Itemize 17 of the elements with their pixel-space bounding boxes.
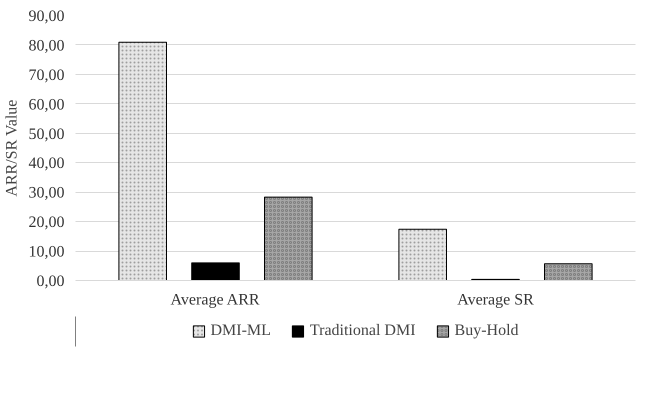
y-tick-label: 50,00: [28, 126, 64, 143]
legend-label: Traditional DMI: [310, 322, 416, 340]
y-tick-label: 20,00: [28, 214, 64, 232]
y-tick-label: 40,00: [28, 155, 64, 172]
x-tick-label: Average ARR: [170, 292, 260, 308]
y-tick-label: 0,00: [36, 273, 64, 290]
y-tick-label: 90,00: [28, 8, 64, 25]
y-tick-label: 30,00: [28, 184, 64, 202]
y-axis-title: ARR/SR Value: [4, 100, 20, 197]
legend-label: DMI-ML: [210, 322, 271, 340]
y-tick-label: 10,00: [28, 244, 64, 261]
legend-label: Buy-Hold: [454, 322, 519, 340]
bar: [191, 262, 240, 280]
x-tick-label: Average SR: [457, 292, 534, 308]
y-tick-label: 80,00: [28, 37, 64, 54]
y-tick-label: 60,00: [28, 96, 64, 114]
y-tick-label: 70,00: [28, 66, 64, 84]
